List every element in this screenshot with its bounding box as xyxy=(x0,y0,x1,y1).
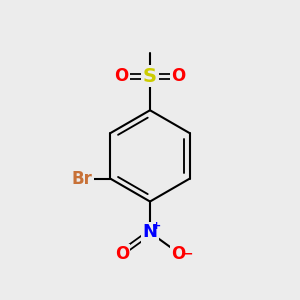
Text: Br: Br xyxy=(71,170,92,188)
Text: O: O xyxy=(171,245,185,263)
Text: S: S xyxy=(143,67,157,86)
Text: +: + xyxy=(152,221,161,231)
Text: O: O xyxy=(114,68,129,85)
Text: −: − xyxy=(182,248,193,260)
Text: O: O xyxy=(171,68,186,85)
Text: O: O xyxy=(115,245,129,263)
Text: N: N xyxy=(142,224,158,242)
